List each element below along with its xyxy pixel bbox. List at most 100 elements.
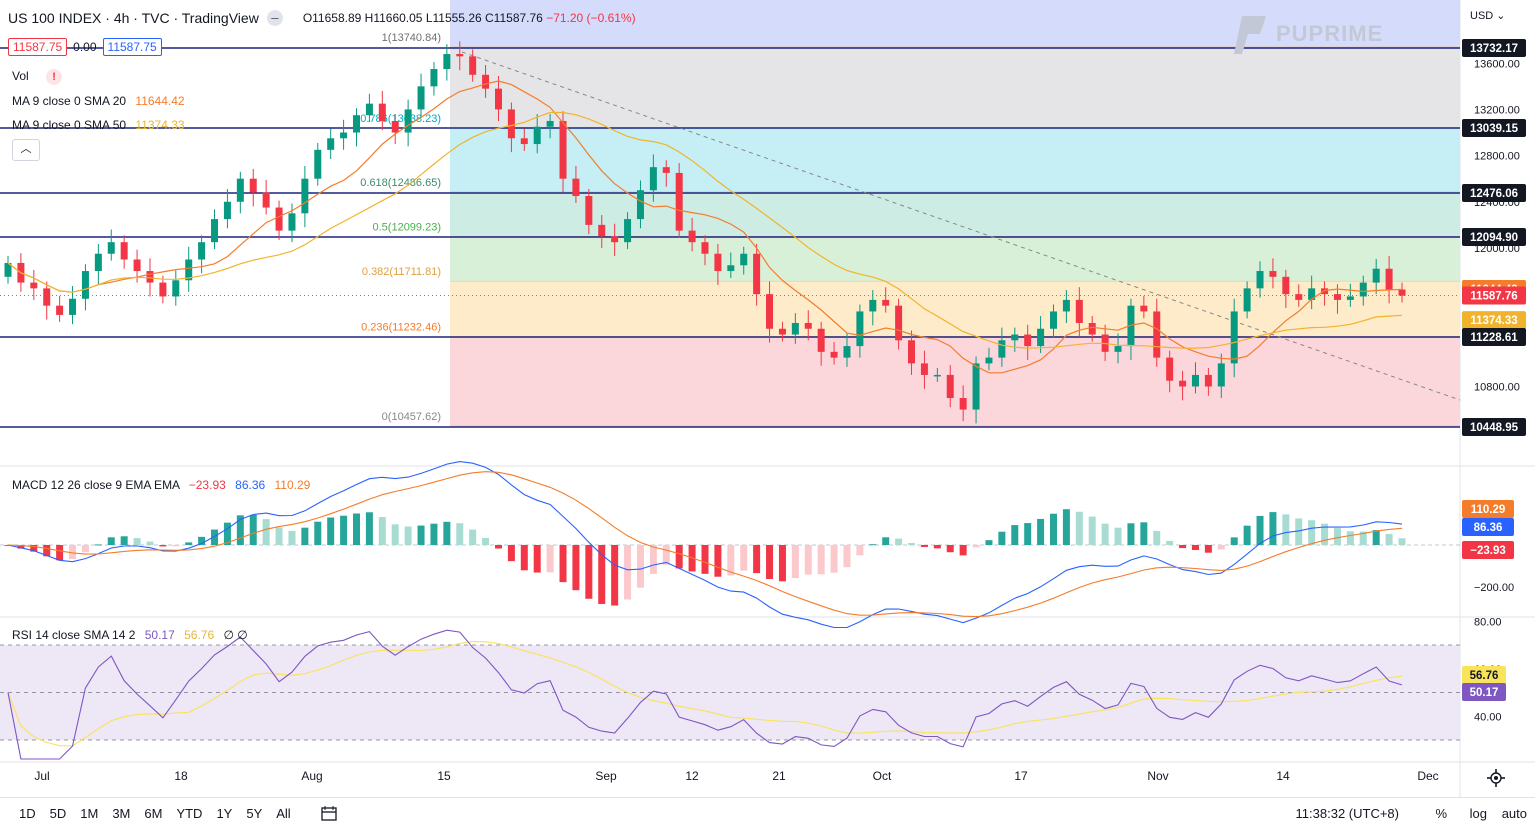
candle-body[interactable]: [869, 299, 877, 312]
timeframe-ytd[interactable]: YTD: [176, 806, 203, 821]
candle-body[interactable]: [1346, 296, 1354, 300]
candle-body[interactable]: [43, 288, 51, 306]
macd-tag[interactable]: [1462, 500, 1514, 518]
timeframe-6m[interactable]: 6M: [144, 806, 163, 821]
candle-body[interactable]: [830, 351, 838, 358]
macd-tag[interactable]: [1462, 541, 1514, 559]
candle-body[interactable]: [675, 172, 683, 231]
collapse-minus-icon[interactable]: –: [266, 10, 283, 26]
candle-body[interactable]: [288, 213, 296, 231]
log-toggle[interactable]: log: [1469, 806, 1487, 821]
date-range-icon[interactable]: [320, 805, 338, 828]
percent-toggle[interactable]: %: [1435, 806, 1447, 821]
candle-body[interactable]: [1075, 299, 1083, 323]
price-tag[interactable]: [1462, 327, 1526, 346]
candle-body[interactable]: [959, 398, 967, 410]
sell-button[interactable]: 11587.75: [8, 38, 68, 56]
candle-body[interactable]: [469, 56, 477, 75]
candle-body[interactable]: [585, 196, 593, 225]
macd-legend[interactable]: MACD 12 26 close 9 EMA EMA −23.93 86.36 …: [12, 478, 310, 492]
candle-body[interactable]: [507, 109, 515, 139]
candle-body[interactable]: [946, 374, 954, 399]
candle-body[interactable]: [778, 328, 786, 335]
candle-body[interactable]: [649, 167, 657, 191]
candle-body[interactable]: [559, 120, 567, 179]
candle-body[interactable]: [856, 311, 864, 347]
macd-tag[interactable]: [1462, 518, 1514, 536]
timeframe-1y[interactable]: 1Y: [216, 806, 233, 821]
price-tag[interactable]: [1462, 311, 1526, 330]
candle-body[interactable]: [1191, 374, 1199, 387]
candle-body[interactable]: [1050, 311, 1057, 329]
candle-body[interactable]: [4, 262, 12, 277]
candle-body[interactable]: [223, 201, 231, 220]
candle-body[interactable]: [740, 253, 748, 266]
candle-body[interactable]: [417, 86, 425, 110]
candle-body[interactable]: [494, 88, 502, 110]
candle-body[interactable]: [198, 242, 206, 260]
price-tag[interactable]: [1462, 286, 1526, 305]
rsi-tag[interactable]: [1462, 666, 1506, 684]
candle-body[interactable]: [1217, 363, 1225, 387]
candle-body[interactable]: [688, 230, 696, 243]
candle-body[interactable]: [1333, 294, 1341, 300]
candle-body[interactable]: [572, 178, 580, 197]
candle-body[interactable]: [920, 363, 928, 375]
candle-body[interactable]: [30, 282, 38, 289]
candle-body[interactable]: [895, 305, 903, 341]
timeframe-1d[interactable]: 1D: [19, 806, 36, 821]
clock[interactable]: 11:38:32 (UTC+8): [1295, 806, 1399, 821]
candle-body[interactable]: [1256, 271, 1264, 289]
candle-body[interactable]: [340, 132, 348, 139]
chart-canvas[interactable]: 1(13740.84)0.786(13038.23)0.618(12486.65…: [0, 0, 1535, 797]
candle-body[interactable]: [1295, 294, 1303, 300]
candle-body[interactable]: [882, 299, 890, 306]
timeframe-5y[interactable]: 5Y: [246, 806, 263, 821]
candle-body[interactable]: [1372, 268, 1380, 283]
candle-body[interactable]: [482, 74, 490, 89]
candle-body[interactable]: [662, 167, 670, 173]
candle-body[interactable]: [985, 357, 993, 364]
ma50-legend[interactable]: MA 9 close 0 SMA 50 11374.33: [12, 118, 185, 132]
candle-body[interactable]: [1398, 289, 1406, 296]
ma20-legend[interactable]: MA 9 close 0 SMA 20 11644.42: [12, 94, 185, 108]
candle-body[interactable]: [520, 138, 528, 145]
price-tag[interactable]: [1462, 118, 1526, 137]
candle-body[interactable]: [753, 253, 761, 295]
price-tag[interactable]: [1462, 418, 1526, 436]
timeframe-all[interactable]: All: [276, 806, 291, 821]
price-tag[interactable]: [1462, 183, 1526, 202]
buy-button[interactable]: 11587.75: [102, 38, 162, 56]
candle-body[interactable]: [791, 322, 799, 335]
candle-body[interactable]: [1011, 334, 1019, 341]
candle-body[interactable]: [933, 374, 941, 377]
price-tag[interactable]: [1462, 227, 1526, 246]
candle-body[interactable]: [430, 69, 438, 87]
candle-body[interactable]: [107, 242, 115, 254]
candle-body[interactable]: [378, 103, 386, 121]
candle-body[interactable]: [611, 236, 619, 243]
candle-body[interactable]: [314, 149, 322, 179]
candle-body[interactable]: [1308, 288, 1316, 300]
candle-body[interactable]: [1024, 334, 1032, 347]
candle-body[interactable]: [120, 242, 128, 260]
candle-body[interactable]: [236, 178, 244, 202]
candle-body[interactable]: [1204, 374, 1212, 387]
candle-body[interactable]: [1243, 288, 1251, 312]
candle-body[interactable]: [1037, 328, 1045, 347]
candle-body[interactable]: [94, 253, 102, 272]
candle-body[interactable]: [1166, 357, 1174, 381]
candle-body[interactable]: [1179, 380, 1187, 387]
candle-body[interactable]: [1230, 311, 1238, 364]
price-tag[interactable]: [1462, 39, 1526, 57]
timeframe-5d[interactable]: 5D: [49, 806, 67, 821]
candle-body[interactable]: [972, 363, 980, 410]
candle-body[interactable]: [727, 265, 735, 272]
candle-body[interactable]: [1269, 271, 1277, 277]
candle-body[interactable]: [133, 259, 141, 272]
candle-body[interactable]: [1127, 305, 1135, 347]
candle-body[interactable]: [275, 207, 283, 231]
candle-body[interactable]: [81, 271, 89, 299]
candle-body[interactable]: [1385, 268, 1393, 290]
candle-body[interactable]: [766, 294, 774, 329]
